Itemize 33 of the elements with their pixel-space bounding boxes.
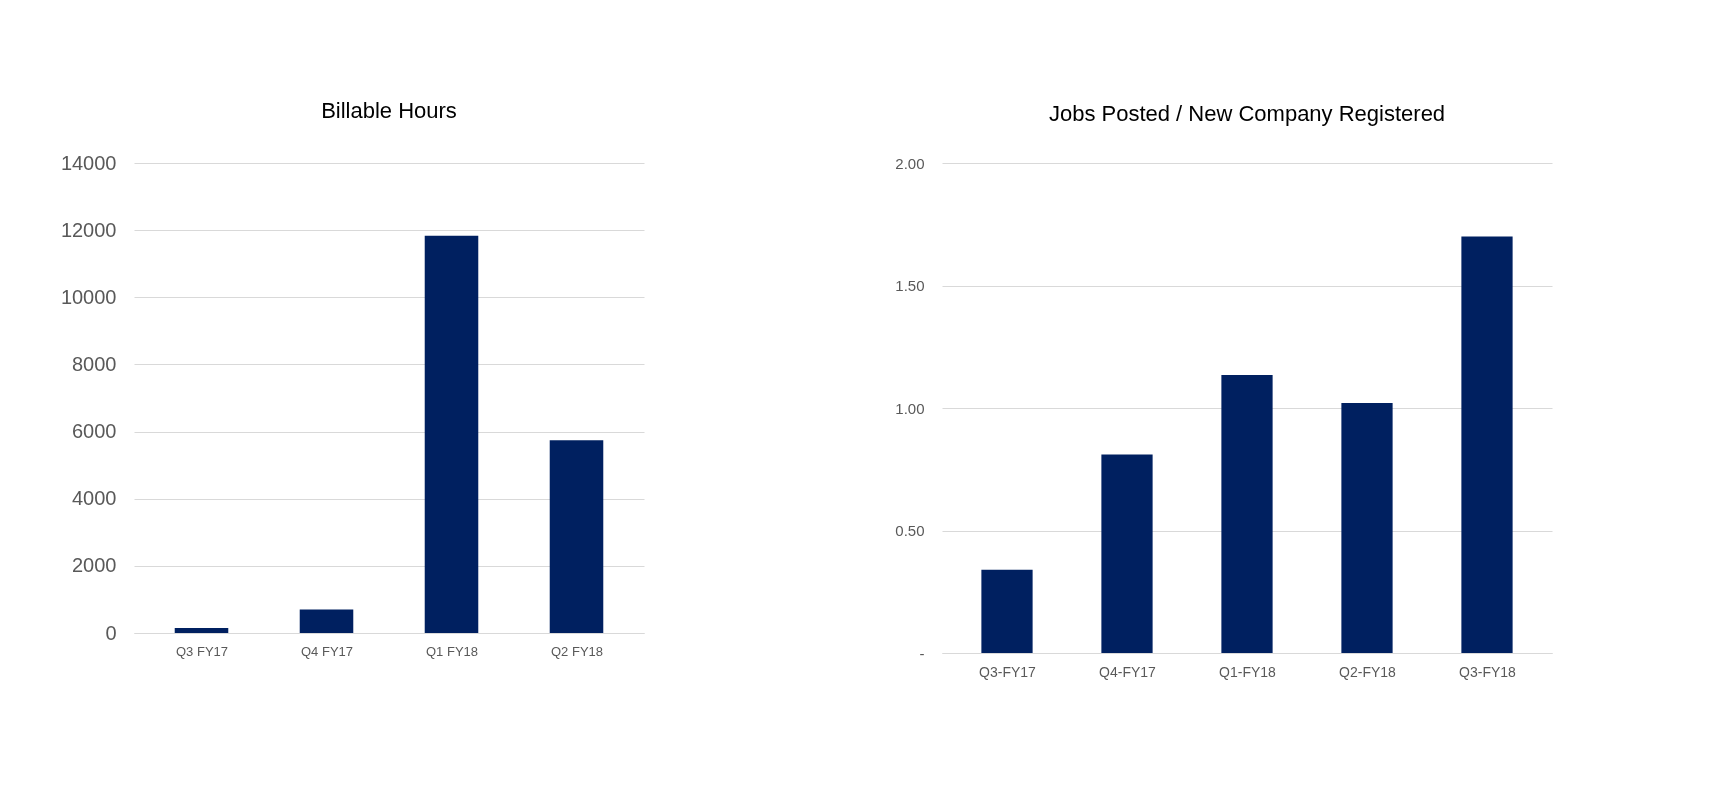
chart-title: Billable Hours — [321, 98, 457, 123]
y-tick-label: 2.00 — [895, 154, 925, 172]
y-tick-label: 10000 — [60, 285, 117, 308]
y-tick-label: 8000 — [72, 352, 117, 375]
bar — [1461, 236, 1513, 653]
y-tick-label: 1.50 — [895, 277, 925, 294]
y-tick-label: 6000 — [72, 420, 117, 443]
x-tick-label: Q4-FY17 — [1099, 663, 1157, 680]
chart-title: Jobs Posted / New Company Registered — [1048, 101, 1446, 126]
x-tick-label: Q2-FY18 — [1339, 663, 1397, 680]
x-tick-label: Q2 FY18 — [550, 643, 604, 659]
bar — [174, 627, 229, 633]
x-tick-label: Q3 FY17 — [175, 643, 229, 659]
x-tick-label: Q3-FY18 — [1459, 663, 1517, 680]
bar — [1101, 454, 1153, 653]
bar — [549, 440, 604, 633]
bar — [1221, 374, 1273, 653]
x-tick-label: Q3-FY17 — [979, 663, 1037, 680]
y-tick-label: 0 — [105, 621, 117, 644]
y-tick-label: 14000 — [60, 151, 117, 174]
y-tick-label: 1.00 — [895, 399, 925, 417]
x-tick-label: Q1-FY18 — [1219, 663, 1277, 680]
bar — [299, 609, 354, 633]
bar — [981, 569, 1033, 653]
bar — [424, 235, 479, 633]
y-tick-label: 2000 — [72, 554, 117, 577]
x-tick-label: Q1 FY18 — [425, 643, 479, 659]
y-tick-label: 4000 — [72, 487, 117, 510]
bar — [1341, 403, 1393, 653]
y-tick-label: 12000 — [60, 218, 117, 241]
y-tick-label: - — [919, 644, 925, 662]
x-tick-label: Q4 FY17 — [300, 643, 354, 659]
y-tick-label: 0.50 — [895, 522, 925, 539]
